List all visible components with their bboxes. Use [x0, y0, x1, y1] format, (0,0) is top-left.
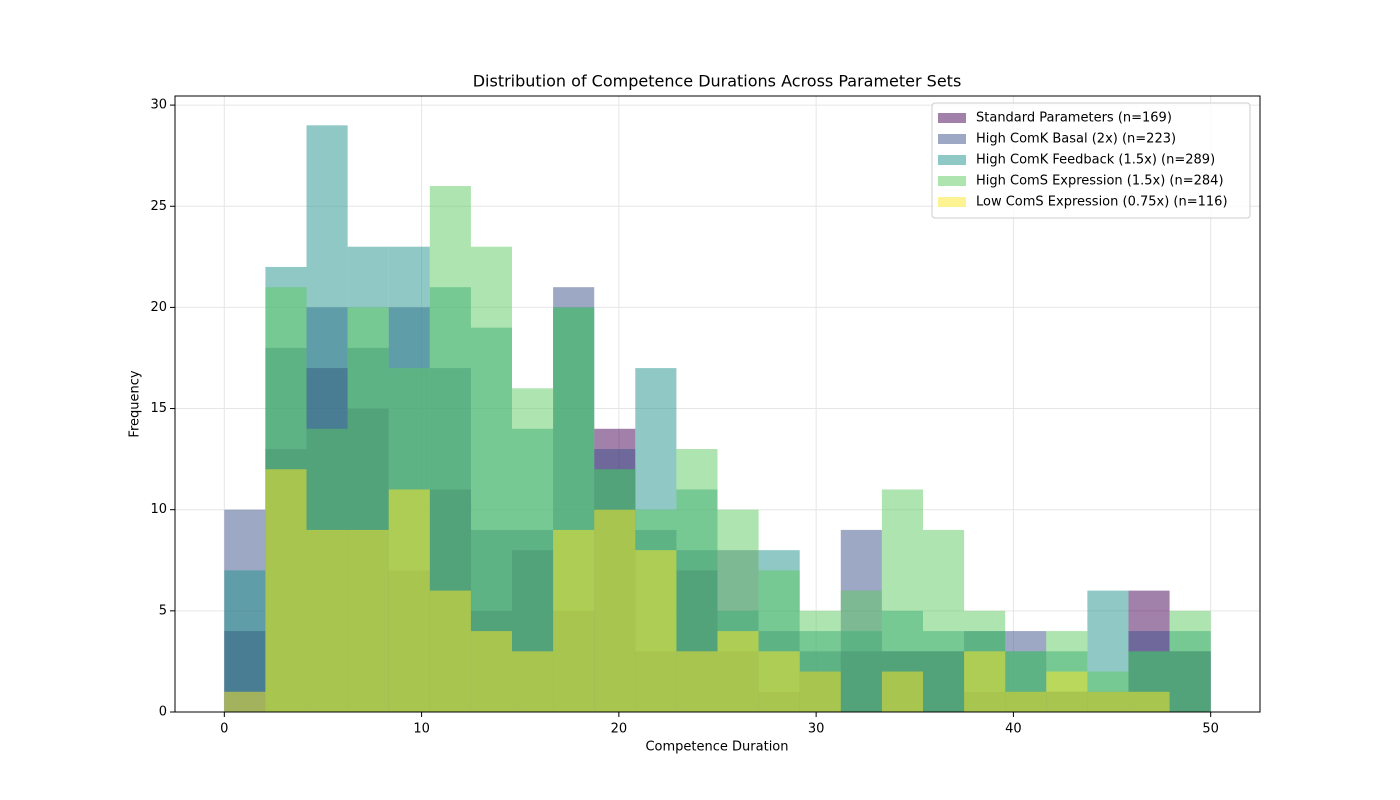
- bar: [429, 590, 471, 712]
- chart-title: Distribution of Competence Durations Acr…: [473, 72, 962, 91]
- bar: [594, 509, 636, 712]
- bar: [922, 529, 965, 712]
- bar: [512, 651, 554, 712]
- legend: Standard Parameters (n=169) High ComK Bas…: [931, 102, 1251, 219]
- legend-label: High ComK Feedback (1.5x) (n=289): [976, 153, 1215, 168]
- legend-label: Standard Parameters (n=169): [976, 111, 1172, 126]
- y-tick-label: 25: [150, 199, 167, 214]
- bar: [635, 550, 677, 712]
- legend-label: Low ComS Expression (0.75x) (n=116): [976, 195, 1228, 210]
- x-tick-label: 0: [220, 722, 228, 737]
- y-tick-label: 15: [150, 401, 167, 416]
- legend-swatch: [938, 155, 966, 165]
- legend-frame: [931, 102, 1251, 219]
- bar: [758, 651, 800, 712]
- bar: [1128, 691, 1170, 712]
- x-tick-label: 30: [808, 722, 825, 737]
- bar: [1046, 671, 1088, 712]
- bar: [717, 631, 759, 712]
- bar: [347, 529, 389, 712]
- bar: [1005, 691, 1047, 712]
- bar: [799, 671, 841, 712]
- x-tick-label: 40: [1005, 722, 1022, 737]
- y-tick-label: 30: [150, 98, 167, 113]
- bar: [676, 651, 718, 712]
- bar: [553, 529, 595, 712]
- bar: [964, 651, 1006, 712]
- bar: [265, 469, 307, 712]
- bar: [224, 570, 266, 712]
- legend-swatch: [938, 176, 966, 186]
- legend-swatch: [938, 134, 966, 144]
- legend-swatch: [938, 113, 966, 123]
- bar: [224, 691, 266, 712]
- x-axis-label: Competence Duration: [645, 740, 788, 755]
- legend-label: High ComK Basal (2x) (n=223): [976, 132, 1176, 147]
- y-axis-label: Frequency: [128, 370, 143, 437]
- y-tick-label: 0: [159, 705, 167, 720]
- bar: [388, 489, 430, 712]
- bar: [1087, 691, 1129, 712]
- bar: [306, 529, 348, 712]
- bar: [470, 631, 513, 712]
- bar: [1169, 610, 1211, 712]
- y-tick-label: 10: [150, 502, 167, 517]
- legend-swatch: [938, 197, 966, 207]
- y-tick-label: 20: [150, 300, 167, 315]
- x-tick-label: 20: [611, 722, 628, 737]
- plot-frame: [174, 95, 1261, 713]
- bar: [840, 590, 882, 712]
- y-tick-label: 5: [159, 603, 167, 618]
- x-tick-label: 10: [413, 722, 430, 737]
- bar: [881, 671, 923, 712]
- legend-label: High ComS Expression (1.5x) (n=284): [976, 174, 1224, 189]
- x-tick-label: 50: [1202, 722, 1219, 737]
